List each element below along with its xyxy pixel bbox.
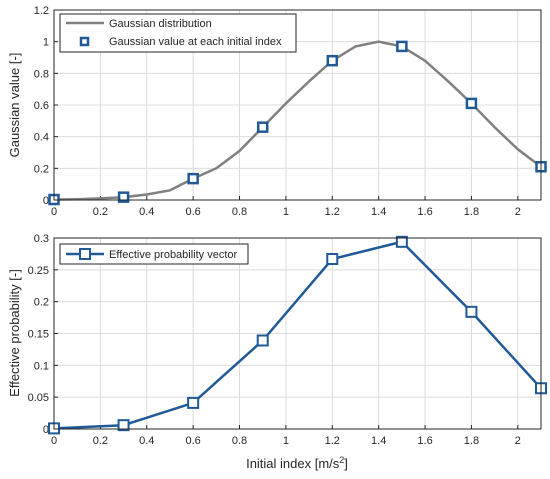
- x-tick-label: 0.4: [139, 206, 154, 218]
- x-axis-label-main: Initial index [m/s: [246, 456, 340, 471]
- effective-probability-marker: [395, 235, 408, 248]
- y-tick-label: 0.2: [34, 163, 49, 175]
- y-tick-label: 1: [43, 37, 49, 49]
- x-tick-label: 0: [51, 435, 57, 447]
- bottom-chart: 0 0.05 0.1 0.15 0.2 0.25 0.3 0 0.2 0.4 0.6 0.8 1 1.2…: [7, 233, 547, 471]
- effective-probability-marker: [117, 419, 130, 432]
- x-tick-label: 1.2: [325, 435, 340, 447]
- gaussian-marker: [396, 40, 408, 53]
- y-tick-label: 0.4: [34, 132, 49, 144]
- bottom-legend: Effective probability vector: [59, 243, 249, 265]
- x-tick-label: 0.4: [139, 435, 154, 447]
- effective-probability-line: [53, 240, 542, 430]
- top-x-tick-labels: 0 0.2 0.4 0.6 0.8 1 1.2 1.4 1.6 1.8 2: [51, 206, 521, 218]
- y-tick-label: 0.6: [34, 100, 49, 112]
- x-tick-label: 0.8: [232, 206, 247, 218]
- y-tick-label: 0.05: [28, 392, 49, 404]
- y-tick-label: 0.2: [34, 297, 49, 309]
- gaussian-marker: [117, 191, 130, 203]
- gaussian-marker: [256, 121, 269, 133]
- bottom-y-axis-label: Effective probability [-]: [7, 269, 22, 397]
- gaussian-marker: [187, 172, 199, 185]
- x-tick-label: 0.6: [185, 206, 200, 218]
- effective-probability-marker: [256, 334, 269, 347]
- y-tick-label: 0: [43, 424, 49, 436]
- x-tick-label: 1.6: [417, 435, 432, 447]
- top-axes-frame: [53, 9, 542, 201]
- x-tick-label: 1: [283, 435, 289, 447]
- x-axis-label-tail: ]: [344, 456, 348, 471]
- x-tick-label: 1.4: [371, 435, 386, 447]
- x-tick-label: 0.2: [93, 206, 108, 218]
- top-legend-box: [59, 13, 297, 53]
- legend-gaussian-marker-swatch: [79, 36, 90, 47]
- bottom-legend-box: [59, 243, 249, 265]
- top-y-tick-labels: 0 0.2 0.4 0.6 0.8 1 1.2: [34, 5, 49, 207]
- effective-probability-marker: [187, 396, 200, 409]
- x-tick-label: 0.8: [232, 435, 247, 447]
- y-tick-label: 0.15: [28, 329, 49, 341]
- x-tick-label: 1.2: [325, 206, 340, 218]
- gaussian-marker: [326, 54, 339, 67]
- x-tick-label: 2: [515, 435, 521, 447]
- top-y-axis-label: Gaussian value [-]: [7, 53, 22, 158]
- bottom-x-tick-labels: 0 0.2 0.4 0.6 0.8 1 1.2 1.4 1.6 1.8 2: [51, 435, 521, 447]
- x-tick-label: 1: [283, 206, 289, 218]
- effective-probability-marker: [326, 253, 339, 266]
- legend-effective-probability: Effective probability vector: [109, 249, 238, 261]
- effective-probability-marker: [465, 305, 478, 318]
- x-tick-label: 0.6: [185, 435, 200, 447]
- top-chart: 0 0.2 0.4 0.6 0.8 1 1.2 0 0.2 0.4 0.6 0.8 1 1.2 1.4 1.…: [7, 5, 547, 218]
- x-tick-label: 0: [51, 206, 57, 218]
- y-tick-label: 0.8: [34, 68, 49, 80]
- x-axis-label: Initial index [m/s2]: [246, 455, 348, 471]
- gaussian-curve: [53, 40, 542, 201]
- y-tick-label: 0.3: [34, 233, 49, 245]
- bottom-y-tick-labels: 0 0.05 0.1 0.15 0.2 0.25 0.3: [28, 233, 49, 436]
- y-tick-label: 0: [43, 195, 49, 207]
- x-tick-label: 2: [515, 206, 521, 218]
- bottom-axes-frame: [53, 237, 542, 430]
- x-tick-label: 1.8: [464, 435, 479, 447]
- legend-gaussian-value: Gaussian value at each initial index: [109, 36, 282, 48]
- y-tick-label: 0.1: [34, 360, 49, 372]
- x-tick-label: 0.2: [93, 435, 108, 447]
- gaussian-marker: [465, 97, 478, 110]
- x-tick-label: 1.6: [417, 206, 432, 218]
- top-legend: Gaussian distribution Gaussian value at …: [59, 13, 297, 53]
- y-tick-label: 1.2: [34, 5, 49, 17]
- y-tick-label: 0.25: [28, 265, 49, 277]
- legend-effective-marker-swatch: [79, 248, 91, 260]
- x-axis-label-superscript: 2: [339, 455, 344, 465]
- x-tick-label: 1.4: [371, 206, 386, 218]
- legend-gaussian-distribution: Gaussian distribution: [109, 18, 212, 30]
- x-tick-label: 1.8: [464, 206, 479, 218]
